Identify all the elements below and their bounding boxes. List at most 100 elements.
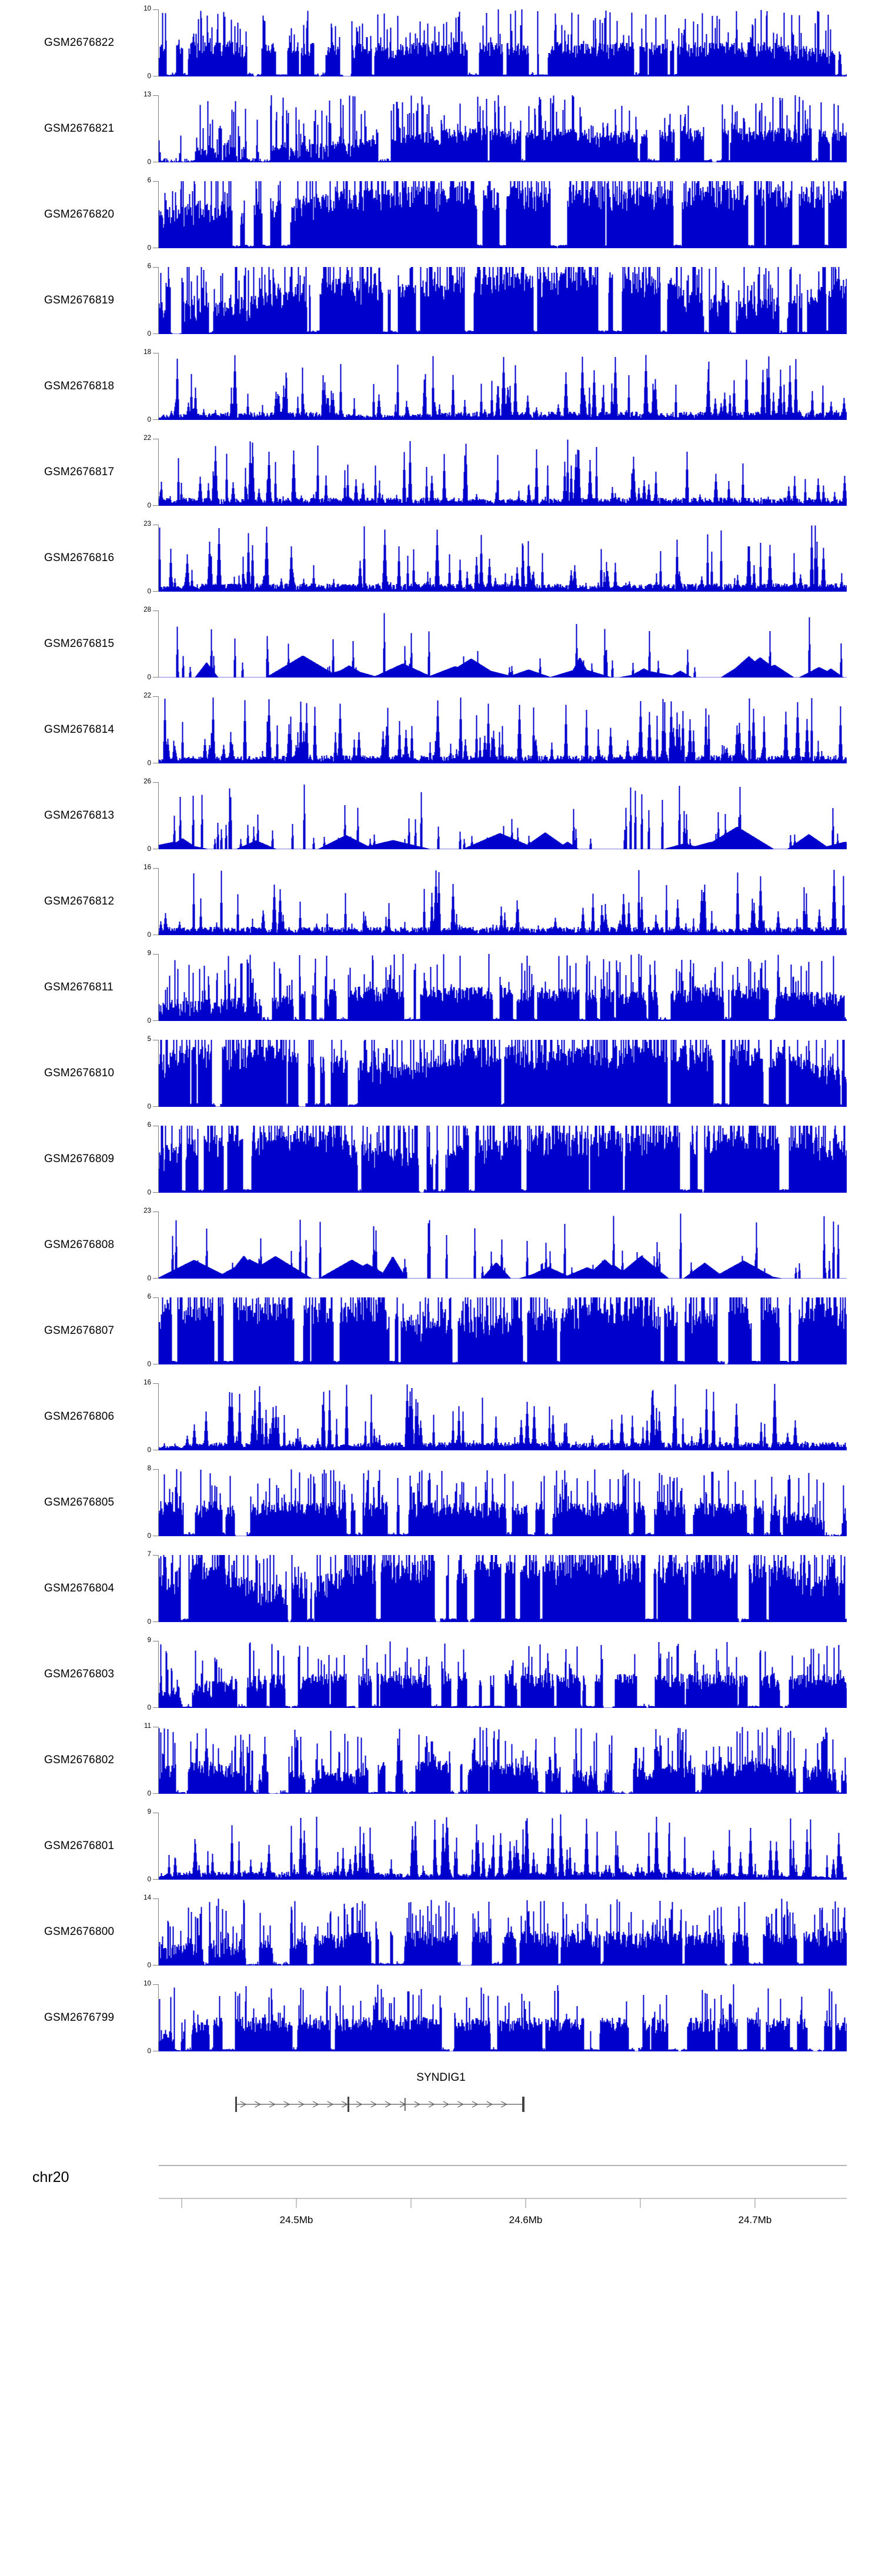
coverage-track: GSM2676809 6 0 <box>0 1116 882 1202</box>
coverage-plot-area[interactable] <box>159 1641 847 1708</box>
coverage-track: GSM2676808 23 0 <box>0 1202 882 1288</box>
coverage-track: GSM2676821 13 0 <box>0 86 882 172</box>
y-axis-max-label: 6 <box>147 1293 151 1300</box>
y-axis-line <box>158 1040 159 1107</box>
y-axis-tick-min <box>153 505 159 506</box>
track-sample-label: GSM2676803 <box>44 1668 115 1680</box>
coverage-plot-area[interactable] <box>159 1297 847 1364</box>
coverage-track: GSM2676805 8 0 <box>0 1460 882 1546</box>
coverage-track: GSM2676802 11 0 <box>0 1717 882 1803</box>
track-sample-label: GSM2676805 <box>44 1496 115 1509</box>
y-axis-min-label: 0 <box>147 1274 151 1282</box>
track-y-axis: 10 0 <box>134 1980 159 2054</box>
axis-ruler-graphic[interactable]: 24.5Mb 24.6Mb 24.7Mb <box>159 2155 847 2231</box>
coverage-plot-area[interactable] <box>159 1727 847 1794</box>
y-axis-max-label: 9 <box>147 1808 151 1816</box>
y-axis-tick-max <box>153 9 159 10</box>
coverage-plot-area[interactable] <box>159 1126 847 1193</box>
y-axis-line <box>158 181 159 248</box>
coverage-plot-area[interactable] <box>159 439 847 506</box>
coverage-plot-area[interactable] <box>159 954 847 1021</box>
y-axis-line <box>158 267 159 334</box>
y-axis-tick-min <box>153 1879 159 1880</box>
coverage-track: GSM2676806 16 0 <box>0 1374 882 1460</box>
y-axis-min-label: 0 <box>147 330 151 338</box>
y-axis-line <box>158 9 159 76</box>
axis-tick-label: 24.7Mb <box>739 2214 772 2225</box>
y-axis-tick-max <box>153 954 159 955</box>
coverage-tracks-container: GSM2676822 10 0 GSM2676821 13 0 GSM2676820 6 0 GS… <box>0 5 882 2054</box>
track-y-axis: 23 0 <box>134 520 159 595</box>
y-axis-tick-max <box>153 1383 159 1384</box>
y-axis-tick-max <box>153 782 159 783</box>
y-axis-tick-max <box>153 610 159 611</box>
coverage-plot-area[interactable] <box>159 782 847 849</box>
y-axis-min-label: 0 <box>147 1446 151 1454</box>
coverage-plot-area[interactable] <box>159 868 847 935</box>
coverage-plot-area[interactable] <box>159 610 847 678</box>
coverage-plot-area[interactable] <box>159 1555 847 1622</box>
gene-model-graphic[interactable] <box>159 2089 847 2120</box>
y-axis-min-label: 0 <box>147 72 151 80</box>
y-axis-tick-min <box>153 1793 159 1794</box>
track-y-axis: 22 0 <box>134 435 159 509</box>
y-axis-min-label: 0 <box>147 1532 151 1540</box>
coverage-track: GSM2676811 9 0 <box>0 945 882 1030</box>
coverage-plot-area[interactable] <box>159 1898 847 1966</box>
y-axis-tick-max <box>153 1469 159 1470</box>
coverage-plot-area[interactable] <box>159 181 847 248</box>
track-sample-label: GSM2676806 <box>44 1410 115 1423</box>
coverage-track: GSM2676803 9 0 <box>0 1631 882 1717</box>
y-axis-line <box>158 610 159 678</box>
y-axis-tick-max <box>153 267 159 268</box>
coverage-plot-area[interactable] <box>159 1212 847 1279</box>
y-axis-max-label: 5 <box>147 1036 151 1043</box>
coverage-plot-area[interactable] <box>159 95 847 162</box>
y-axis-max-label: 8 <box>147 1465 151 1472</box>
y-axis-max-label: 18 <box>143 349 151 356</box>
gene-name-label: SYNDIG1 <box>416 2071 466 2084</box>
y-axis-line <box>158 1727 159 1794</box>
y-axis-min-label: 0 <box>147 931 151 939</box>
y-axis-line <box>158 1641 159 1708</box>
y-axis-tick-max <box>153 868 159 869</box>
coverage-track: GSM2676817 22 0 <box>0 429 882 515</box>
coverage-track: GSM2676810 5 0 <box>0 1030 882 1116</box>
y-axis-max-label: 26 <box>143 778 151 785</box>
coverage-plot-area[interactable] <box>159 1469 847 1536</box>
coverage-plot-area[interactable] <box>159 1813 847 1880</box>
y-axis-tick-max <box>153 181 159 182</box>
track-sample-label: GSM2676809 <box>44 1153 115 1165</box>
y-axis-line <box>158 1898 159 1966</box>
y-axis-max-label: 10 <box>143 1980 151 1987</box>
y-axis-min-label: 0 <box>147 1618 151 1626</box>
coverage-plot-area[interactable] <box>159 696 847 763</box>
coverage-plot-area[interactable] <box>159 1984 847 2051</box>
y-axis-tick-min <box>153 1621 159 1622</box>
coverage-plot-area[interactable] <box>159 525 847 592</box>
track-y-axis: 28 0 <box>134 606 159 680</box>
coverage-track: GSM2676815 28 0 <box>0 601 882 687</box>
y-axis-line <box>158 954 159 1021</box>
track-sample-label: GSM2676815 <box>44 638 115 650</box>
y-axis-line <box>158 1297 159 1364</box>
y-axis-line <box>158 439 159 506</box>
coverage-plot-area[interactable] <box>159 1040 847 1107</box>
y-axis-min-label: 0 <box>147 1790 151 1797</box>
y-axis-max-label: 23 <box>143 1207 151 1214</box>
track-y-axis: 26 0 <box>134 778 159 852</box>
coverage-plot-area[interactable] <box>159 267 847 334</box>
y-axis-max-label: 6 <box>147 263 151 270</box>
track-y-axis: 22 0 <box>134 692 159 766</box>
y-axis-line <box>158 782 159 849</box>
y-axis-max-label: 11 <box>144 1723 151 1730</box>
coverage-plot-area[interactable] <box>159 1383 847 1450</box>
coverage-plot-area[interactable] <box>159 9 847 76</box>
y-axis-max-label: 16 <box>143 864 151 871</box>
coverage-plot-area[interactable] <box>159 353 847 420</box>
